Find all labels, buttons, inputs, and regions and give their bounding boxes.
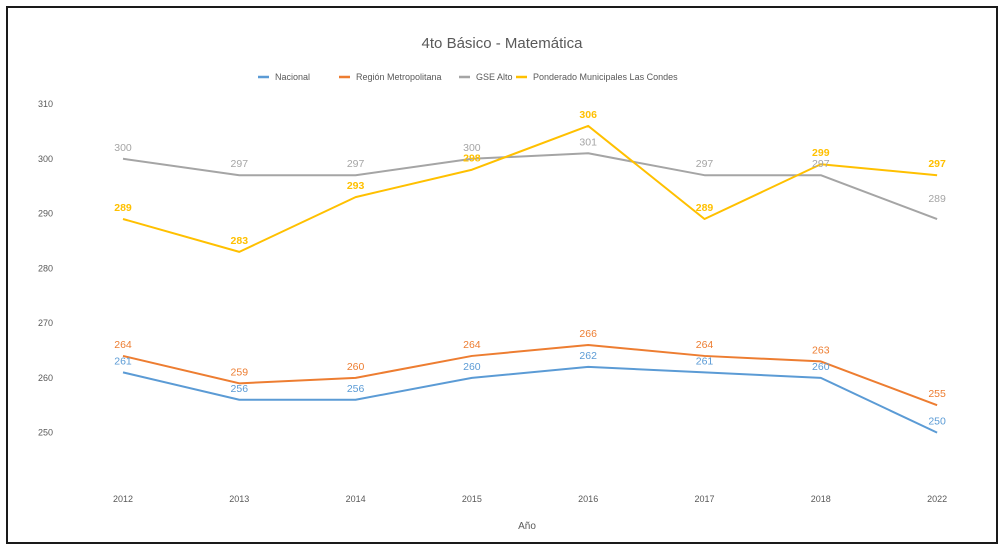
data-label-ponderado-municipales-las-condes: 299: [812, 147, 830, 159]
y-axis-ticks: 250 260 270 280 290 300 310: [38, 99, 53, 438]
data-label-gse-alto: 301: [579, 136, 597, 148]
x-tick-label: 2017: [694, 494, 714, 504]
x-tick-label: 2013: [229, 494, 249, 504]
legend-item-ponderado-municipales-las-condes: Ponderado Municipales Las Condes: [516, 72, 678, 82]
data-label-nacional: 262: [579, 350, 597, 362]
chart-title: 4to Básico - Matemática: [422, 35, 584, 52]
y-tick-label: 260: [38, 373, 53, 383]
data-label-region-metropolitana: 255: [928, 388, 946, 400]
data-label-region-metropolitana: 260: [347, 361, 365, 373]
data-label-nacional: 256: [231, 383, 249, 395]
data-label-ponderado-municipales-las-condes: 289: [696, 202, 714, 214]
chart-frame: 4to Básico - Matemática Nacional Región M…: [6, 6, 998, 544]
data-label-gse-alto: 289: [928, 193, 946, 205]
data-label-nacional: 260: [812, 361, 830, 373]
data-label-ponderado-municipales-las-condes: 293: [347, 180, 365, 192]
y-tick-label: 280: [38, 263, 53, 273]
x-tick-label: 2016: [578, 494, 598, 504]
legend-item-region-metropolitana: Región Metropolitana: [339, 72, 442, 82]
data-label-gse-alto: 297: [812, 158, 830, 170]
data-label-region-metropolitana: 266: [579, 328, 597, 340]
data-label-region-metropolitana: 263: [812, 344, 830, 356]
data-label-ponderado-municipales-las-condes: 297: [928, 158, 946, 170]
data-label-nacional: 256: [347, 383, 365, 395]
x-axis-title: Año: [518, 521, 536, 532]
data-labels: 261 256 256 260 262 261 260 250 264 259 260 264 266 2…: [114, 109, 946, 428]
y-tick-label: 300: [38, 154, 53, 164]
legend-item-nacional: Nacional: [258, 72, 310, 82]
data-label-gse-alto: 297: [231, 158, 249, 170]
y-tick-label: 270: [38, 318, 53, 328]
data-label-nacional: 261: [696, 355, 714, 367]
legend: Nacional Región Metropolitana GSE Alto Pond…: [258, 72, 678, 82]
y-tick-label: 290: [38, 209, 53, 219]
legend-label: Región Metropolitana: [356, 72, 442, 82]
line-chart: 4to Básico - Matemática Nacional Región M…: [38, 35, 947, 532]
data-label-region-metropolitana: 264: [696, 339, 714, 351]
y-tick-label: 250: [38, 428, 53, 438]
legend-item-gse-alto: GSE Alto: [459, 72, 513, 82]
data-label-region-metropolitana: 264: [463, 339, 481, 351]
series-line-ponderado-municipales-las-condes: [122, 124, 938, 253]
data-label-gse-alto: 297: [347, 158, 365, 170]
data-label-nacional: 261: [114, 355, 132, 367]
data-label-ponderado-municipales-las-condes: 283: [231, 235, 249, 247]
data-label-gse-alto: 297: [696, 158, 714, 170]
data-label-region-metropolitana: 259: [231, 366, 249, 378]
data-label-nacional: 250: [928, 416, 946, 428]
y-tick-label: 310: [38, 99, 53, 109]
data-label-gse-alto: 300: [114, 142, 132, 154]
data-label-region-metropolitana: 264: [114, 339, 132, 351]
series-line-nacional: [122, 365, 938, 434]
data-label-nacional: 260: [463, 361, 481, 373]
data-label-ponderado-municipales-las-condes: 298: [463, 153, 481, 165]
series-layer: [122, 124, 938, 434]
data-label-ponderado-municipales-las-condes: 306: [579, 109, 597, 121]
x-tick-label: 2015: [462, 494, 482, 504]
data-label-ponderado-municipales-las-condes: 289: [114, 202, 132, 214]
x-axis-ticks: 2012 2013 2014 2015 2016 2017 2018 2022: [113, 494, 947, 504]
legend-label: Nacional: [275, 72, 310, 82]
legend-label: GSE Alto: [476, 72, 513, 82]
x-tick-label: 2012: [113, 494, 133, 504]
data-label-gse-alto: 300: [463, 142, 481, 154]
series-line-region-metropolitana: [122, 343, 938, 407]
x-tick-label: 2022: [927, 494, 947, 504]
x-tick-label: 2014: [346, 494, 366, 504]
legend-label: Ponderado Municipales Las Condes: [533, 72, 678, 82]
x-tick-label: 2018: [811, 494, 831, 504]
series-line-gse-alto: [122, 152, 938, 220]
